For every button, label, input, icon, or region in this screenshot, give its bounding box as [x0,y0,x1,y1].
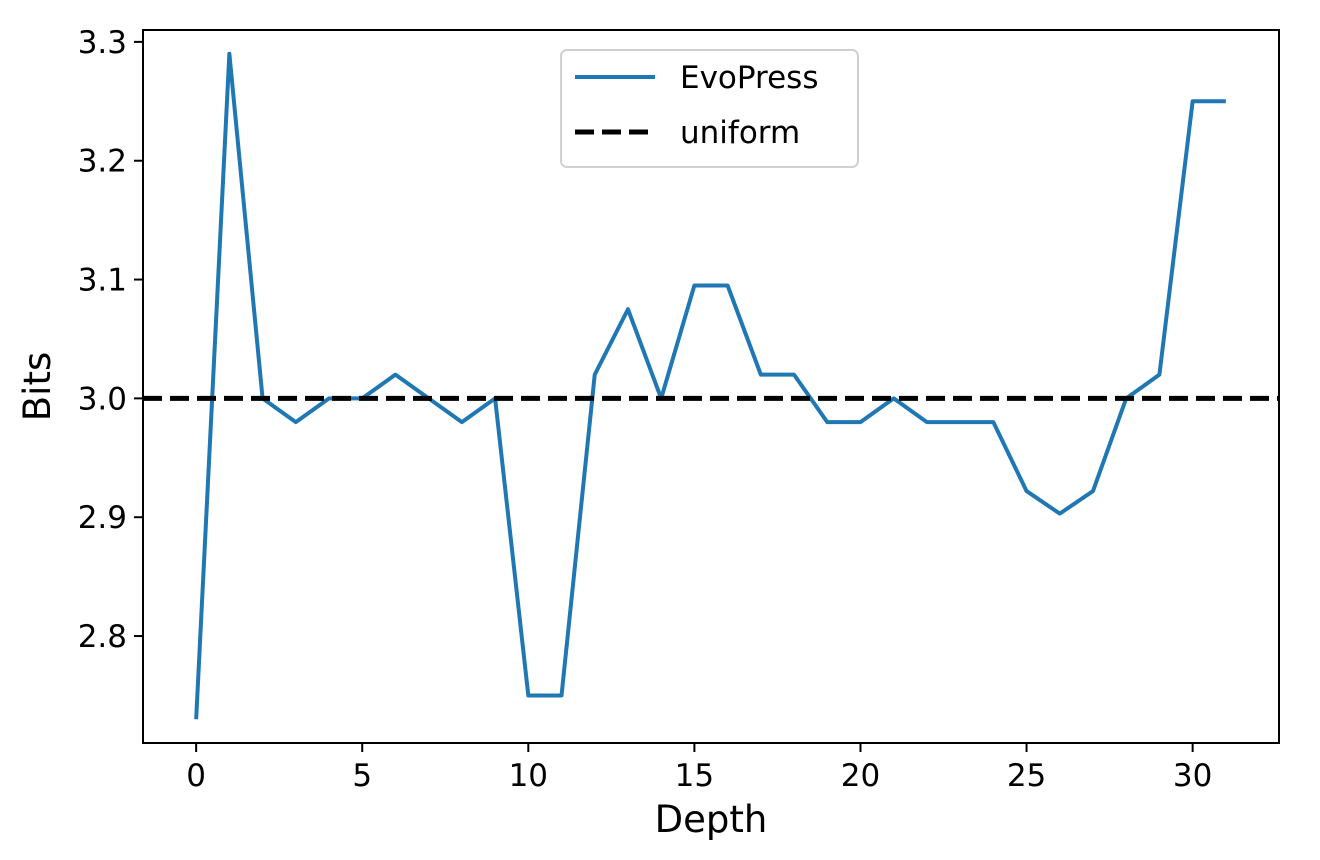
legend-label-evopress: EvoPress [680,60,819,96]
plot-frame [142,29,1280,744]
x-tick-label: 25 [1007,758,1046,794]
legend: EvoPress uniform [560,49,859,168]
x-axis-label: Depth [655,798,768,841]
x-tick-label: 0 [186,758,206,794]
legend-box [560,49,859,168]
y-tick-label: 2.9 [78,500,127,536]
x-tick-label: 30 [1173,758,1212,794]
y-tick-label: 3.2 [78,144,127,180]
y-axis-label: Bits [16,352,59,421]
plot-area [143,51,1279,720]
y-tick-label: 3.1 [78,263,127,299]
series-line-evopress [194,51,1226,720]
y-tick-label: 2.8 [78,619,127,655]
x-tick-label: 5 [352,758,372,794]
axes: 0 5 10 15 20 25 30 2.8 2.9 3.0 3.1 3.2 3.3 Depth Bits [16,25,1280,841]
y-tick-label: 3.0 [78,381,127,417]
y-tick-label: 3.3 [78,25,127,61]
x-tick-label: 20 [841,758,880,794]
x-tick-label: 15 [675,758,714,794]
x-tick-label: 10 [509,758,548,794]
legend-label-uniform: uniform [680,115,800,151]
